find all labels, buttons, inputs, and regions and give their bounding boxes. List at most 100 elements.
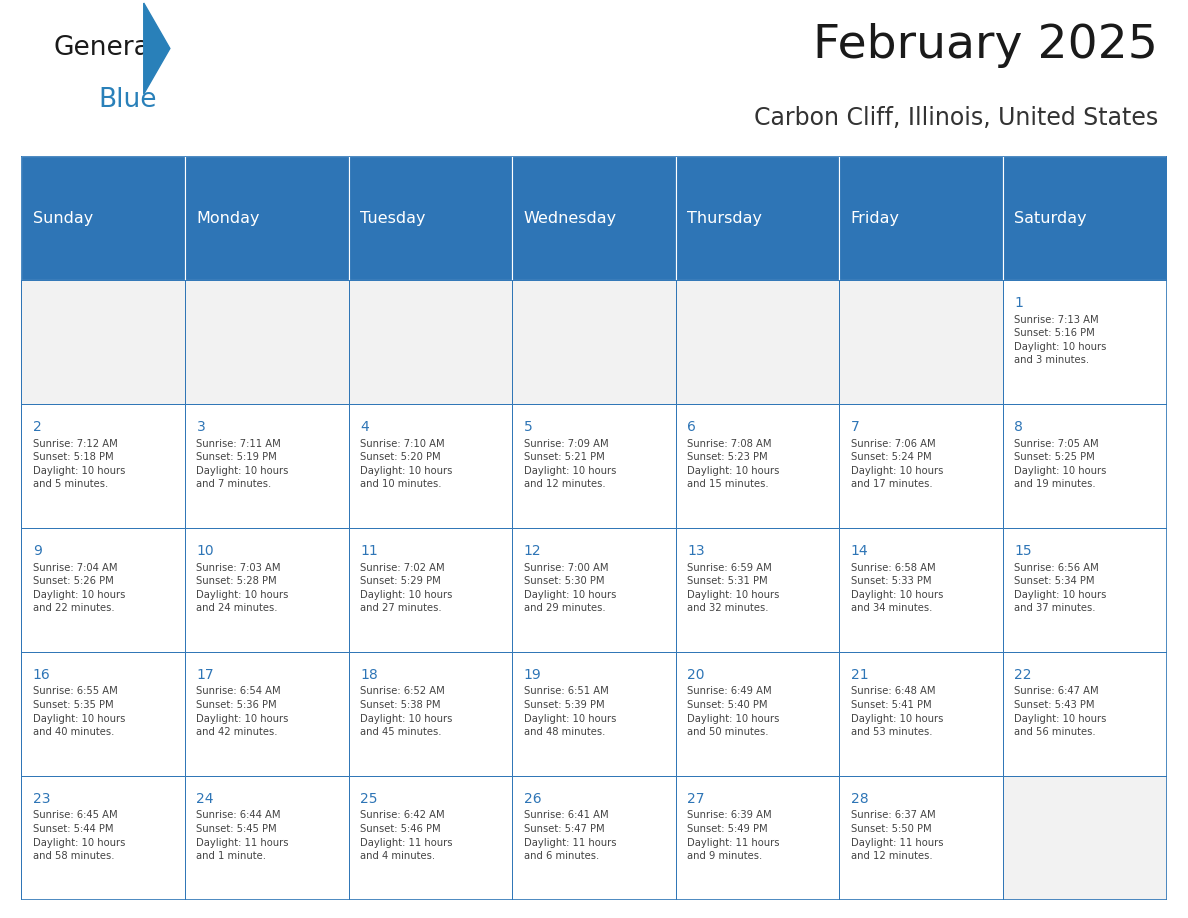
Bar <box>1003 776 1167 900</box>
Text: Sunrise: 7:10 AM
Sunset: 5:20 PM
Daylight: 10 hours
and 10 minutes.: Sunrise: 7:10 AM Sunset: 5:20 PM Dayligh… <box>360 439 453 489</box>
Bar <box>21 652 185 776</box>
Text: 24: 24 <box>196 792 214 806</box>
Bar <box>512 280 676 404</box>
Text: 12: 12 <box>524 544 542 558</box>
Text: Tuesday: Tuesday <box>360 210 425 226</box>
Text: 9: 9 <box>33 544 42 558</box>
Text: Sunrise: 7:03 AM
Sunset: 5:28 PM
Daylight: 10 hours
and 24 minutes.: Sunrise: 7:03 AM Sunset: 5:28 PM Dayligh… <box>196 563 289 613</box>
Text: Sunrise: 6:54 AM
Sunset: 5:36 PM
Daylight: 10 hours
and 42 minutes.: Sunrise: 6:54 AM Sunset: 5:36 PM Dayligh… <box>196 687 289 737</box>
Bar <box>21 528 185 652</box>
Bar <box>840 280 1003 404</box>
Text: Sunday: Sunday <box>33 210 93 226</box>
Bar <box>676 156 840 280</box>
Polygon shape <box>144 3 170 94</box>
Bar <box>21 776 185 900</box>
Bar <box>21 280 185 404</box>
Text: 20: 20 <box>687 668 704 682</box>
Bar <box>840 528 1003 652</box>
Bar <box>21 156 185 280</box>
Text: 18: 18 <box>360 668 378 682</box>
Text: Sunrise: 7:09 AM
Sunset: 5:21 PM
Daylight: 10 hours
and 12 minutes.: Sunrise: 7:09 AM Sunset: 5:21 PM Dayligh… <box>524 439 617 489</box>
Text: Sunrise: 6:58 AM
Sunset: 5:33 PM
Daylight: 10 hours
and 34 minutes.: Sunrise: 6:58 AM Sunset: 5:33 PM Dayligh… <box>851 563 943 613</box>
Text: 6: 6 <box>687 420 696 434</box>
Bar <box>348 280 512 404</box>
Bar <box>348 156 512 280</box>
Text: 13: 13 <box>687 544 704 558</box>
Bar <box>840 776 1003 900</box>
Text: Sunrise: 6:45 AM
Sunset: 5:44 PM
Daylight: 10 hours
and 58 minutes.: Sunrise: 6:45 AM Sunset: 5:44 PM Dayligh… <box>33 811 125 861</box>
Text: Carbon Cliff, Illinois, United States: Carbon Cliff, Illinois, United States <box>754 106 1158 130</box>
Bar <box>21 404 185 528</box>
Text: 19: 19 <box>524 668 542 682</box>
Text: 2: 2 <box>33 420 42 434</box>
Bar <box>676 404 840 528</box>
Text: 16: 16 <box>33 668 51 682</box>
Text: Sunrise: 7:00 AM
Sunset: 5:30 PM
Daylight: 10 hours
and 29 minutes.: Sunrise: 7:00 AM Sunset: 5:30 PM Dayligh… <box>524 563 617 613</box>
Text: Sunrise: 6:59 AM
Sunset: 5:31 PM
Daylight: 10 hours
and 32 minutes.: Sunrise: 6:59 AM Sunset: 5:31 PM Dayligh… <box>687 563 779 613</box>
Text: 27: 27 <box>687 792 704 806</box>
Bar <box>348 404 512 528</box>
Text: 10: 10 <box>196 544 214 558</box>
Text: Thursday: Thursday <box>687 210 763 226</box>
Bar <box>348 652 512 776</box>
Text: 17: 17 <box>196 668 214 682</box>
Bar <box>512 652 676 776</box>
Bar <box>185 652 348 776</box>
Text: Wednesday: Wednesday <box>524 210 617 226</box>
Bar <box>348 776 512 900</box>
Text: Sunrise: 7:12 AM
Sunset: 5:18 PM
Daylight: 10 hours
and 5 minutes.: Sunrise: 7:12 AM Sunset: 5:18 PM Dayligh… <box>33 439 125 489</box>
Bar <box>185 280 348 404</box>
Text: 5: 5 <box>524 420 532 434</box>
Bar <box>1003 280 1167 404</box>
Text: 23: 23 <box>33 792 50 806</box>
Text: Sunrise: 7:06 AM
Sunset: 5:24 PM
Daylight: 10 hours
and 17 minutes.: Sunrise: 7:06 AM Sunset: 5:24 PM Dayligh… <box>851 439 943 489</box>
Text: Blue: Blue <box>99 87 157 113</box>
Bar <box>840 404 1003 528</box>
Text: 21: 21 <box>851 668 868 682</box>
Text: 22: 22 <box>1015 668 1032 682</box>
Bar <box>676 280 840 404</box>
Text: Sunrise: 6:51 AM
Sunset: 5:39 PM
Daylight: 10 hours
and 48 minutes.: Sunrise: 6:51 AM Sunset: 5:39 PM Dayligh… <box>524 687 617 737</box>
Bar <box>348 528 512 652</box>
Bar <box>512 776 676 900</box>
Text: 11: 11 <box>360 544 378 558</box>
Bar <box>676 652 840 776</box>
Text: February 2025: February 2025 <box>814 23 1158 68</box>
Bar <box>185 404 348 528</box>
Text: Sunrise: 6:56 AM
Sunset: 5:34 PM
Daylight: 10 hours
and 37 minutes.: Sunrise: 6:56 AM Sunset: 5:34 PM Dayligh… <box>1015 563 1107 613</box>
Bar <box>185 776 348 900</box>
Bar <box>1003 404 1167 528</box>
Text: Sunrise: 6:37 AM
Sunset: 5:50 PM
Daylight: 11 hours
and 12 minutes.: Sunrise: 6:37 AM Sunset: 5:50 PM Dayligh… <box>851 811 943 861</box>
Text: Sunrise: 6:52 AM
Sunset: 5:38 PM
Daylight: 10 hours
and 45 minutes.: Sunrise: 6:52 AM Sunset: 5:38 PM Dayligh… <box>360 687 453 737</box>
Text: Sunrise: 7:02 AM
Sunset: 5:29 PM
Daylight: 10 hours
and 27 minutes.: Sunrise: 7:02 AM Sunset: 5:29 PM Dayligh… <box>360 563 453 613</box>
Text: Sunrise: 6:48 AM
Sunset: 5:41 PM
Daylight: 10 hours
and 53 minutes.: Sunrise: 6:48 AM Sunset: 5:41 PM Dayligh… <box>851 687 943 737</box>
Bar <box>1003 652 1167 776</box>
Text: General: General <box>53 36 158 62</box>
Text: Sunrise: 7:08 AM
Sunset: 5:23 PM
Daylight: 10 hours
and 15 minutes.: Sunrise: 7:08 AM Sunset: 5:23 PM Dayligh… <box>687 439 779 489</box>
Text: 8: 8 <box>1015 420 1023 434</box>
Bar <box>1003 528 1167 652</box>
Text: 15: 15 <box>1015 544 1032 558</box>
Bar <box>512 528 676 652</box>
Text: 1: 1 <box>1015 297 1023 310</box>
Text: 28: 28 <box>851 792 868 806</box>
Text: Sunrise: 6:55 AM
Sunset: 5:35 PM
Daylight: 10 hours
and 40 minutes.: Sunrise: 6:55 AM Sunset: 5:35 PM Dayligh… <box>33 687 125 737</box>
Text: Friday: Friday <box>851 210 899 226</box>
Bar <box>185 528 348 652</box>
Text: Sunrise: 7:04 AM
Sunset: 5:26 PM
Daylight: 10 hours
and 22 minutes.: Sunrise: 7:04 AM Sunset: 5:26 PM Dayligh… <box>33 563 125 613</box>
Bar <box>676 776 840 900</box>
Text: Sunrise: 7:13 AM
Sunset: 5:16 PM
Daylight: 10 hours
and 3 minutes.: Sunrise: 7:13 AM Sunset: 5:16 PM Dayligh… <box>1015 315 1107 365</box>
Bar <box>676 528 840 652</box>
Text: Saturday: Saturday <box>1015 210 1087 226</box>
Bar <box>840 156 1003 280</box>
Bar <box>840 652 1003 776</box>
Text: 7: 7 <box>851 420 860 434</box>
Bar <box>185 156 348 280</box>
Text: Sunrise: 7:11 AM
Sunset: 5:19 PM
Daylight: 10 hours
and 7 minutes.: Sunrise: 7:11 AM Sunset: 5:19 PM Dayligh… <box>196 439 289 489</box>
Text: Sunrise: 6:49 AM
Sunset: 5:40 PM
Daylight: 10 hours
and 50 minutes.: Sunrise: 6:49 AM Sunset: 5:40 PM Dayligh… <box>687 687 779 737</box>
Text: 26: 26 <box>524 792 542 806</box>
Bar <box>512 156 676 280</box>
Text: Sunrise: 7:05 AM
Sunset: 5:25 PM
Daylight: 10 hours
and 19 minutes.: Sunrise: 7:05 AM Sunset: 5:25 PM Dayligh… <box>1015 439 1107 489</box>
Bar <box>1003 156 1167 280</box>
Text: Sunrise: 6:42 AM
Sunset: 5:46 PM
Daylight: 11 hours
and 4 minutes.: Sunrise: 6:42 AM Sunset: 5:46 PM Dayligh… <box>360 811 453 861</box>
